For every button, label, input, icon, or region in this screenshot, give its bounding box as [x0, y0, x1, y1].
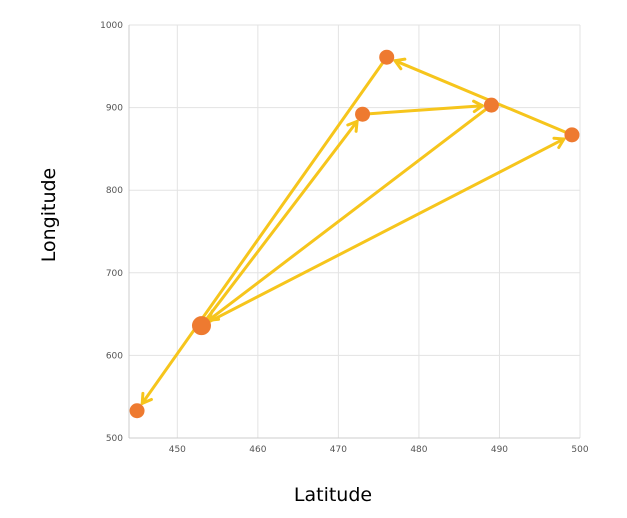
tick-labels: 500 600 700 800 900 1000 450 460 470 480 490 500: [100, 21, 589, 455]
arrow-head: [393, 57, 407, 71]
x-tick-label: 480: [410, 445, 427, 455]
y-tick-label: 700: [106, 269, 123, 279]
x-tick-label: 500: [571, 445, 588, 455]
arrow-head: [140, 391, 153, 405]
route-arrow: [361, 104, 484, 116]
route-arrow: [207, 103, 493, 322]
route-arrow: [199, 119, 359, 328]
x-tick-label: 450: [169, 445, 186, 455]
data-point: [355, 106, 371, 122]
x-tick-label: 470: [330, 445, 347, 455]
y-tick-label: 900: [106, 104, 123, 114]
data-points: [129, 49, 580, 419]
arrow-head: [346, 119, 359, 133]
y-axis-title: Longitude: [38, 168, 60, 263]
y-tick-label: 500: [106, 434, 123, 444]
route-arrows: [140, 55, 574, 405]
data-point: [129, 403, 145, 419]
data-point: [379, 49, 395, 65]
y-tick-label: 800: [106, 186, 123, 196]
arrow-head: [472, 99, 484, 114]
route-arrow: [199, 137, 566, 328]
y-tick-label: 1000: [100, 21, 123, 31]
gridlines: [128, 24, 581, 439]
data-point: [564, 127, 580, 143]
data-point: [483, 97, 499, 113]
x-tick-label: 490: [491, 445, 508, 455]
y-tick-label: 600: [106, 351, 123, 361]
hub-point: [191, 316, 211, 336]
x-tick-label: 460: [249, 445, 266, 455]
arrow-head: [552, 136, 566, 150]
route-arrow: [140, 55, 389, 405]
route-arrow: [393, 59, 574, 137]
x-axis-title: Latitude: [294, 484, 372, 506]
